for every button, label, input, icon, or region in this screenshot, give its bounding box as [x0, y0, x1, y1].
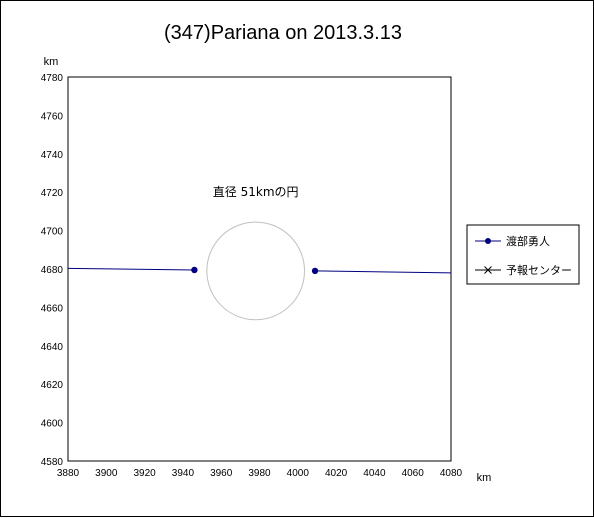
- x-tick-label: 4060: [402, 468, 425, 479]
- legend-marker-series-2: [484, 266, 492, 274]
- chord-endpoint-marker: [191, 266, 198, 274]
- y-axis-unit: km: [44, 56, 59, 68]
- x-tick-label: 4020: [325, 468, 348, 479]
- x-tick-label: 3900: [95, 468, 118, 479]
- x-tick-label: 3920: [133, 468, 156, 479]
- x-tick-label: 4000: [287, 468, 310, 479]
- chord-line: [67, 267, 195, 271]
- size-circle: [206, 221, 306, 321]
- y-tick-label: 4720: [41, 188, 64, 199]
- y-tick-label: 4660: [41, 303, 64, 314]
- legend-marker-series-1: [485, 238, 491, 244]
- x-tick-label: 3960: [210, 468, 233, 479]
- x-tick-label: 4080: [440, 468, 463, 479]
- y-tick-label: 4680: [41, 265, 64, 276]
- x-tick-label: 3880: [57, 468, 80, 479]
- chord-line: [315, 270, 452, 274]
- x-axis-ticks: 3880 3900 3920 3940 3960 3980 4000 4020 4040 4060…: [57, 468, 463, 479]
- circle-annotation: 直径 51kmの円: [213, 185, 299, 199]
- y-tick-label: 4700: [41, 227, 64, 238]
- x-tick-label: 3940: [172, 468, 195, 479]
- y-tick-label: 4620: [41, 380, 64, 391]
- y-tick-label: 4640: [41, 342, 64, 353]
- plot-content: [67, 221, 452, 321]
- x-tick-label: 4040: [363, 468, 386, 479]
- legend-box: [466, 224, 580, 285]
- legend-label-series-2: 予報センター: [506, 264, 572, 277]
- y-tick-label: 4780: [41, 73, 64, 84]
- chart-title: (347)Pariana on 2013.3.13: [164, 22, 402, 44]
- chord-endpoint-marker: [311, 267, 319, 275]
- y-tick-label: 4600: [41, 419, 64, 430]
- y-tick-label: 4580: [41, 457, 64, 468]
- x-axis-unit: km: [477, 472, 492, 484]
- legend-label-series-1: 渡部勇人: [506, 234, 550, 248]
- y-tick-label: 4760: [41, 111, 64, 122]
- legend: 渡部勇人 予報センター: [466, 224, 580, 285]
- x-tick-label: 3980: [248, 468, 271, 479]
- y-tick-label: 4740: [41, 150, 64, 161]
- y-axis-ticks: 4580 4600 4620 4640 4660 4680 4700 4720 4740 4760…: [41, 73, 64, 468]
